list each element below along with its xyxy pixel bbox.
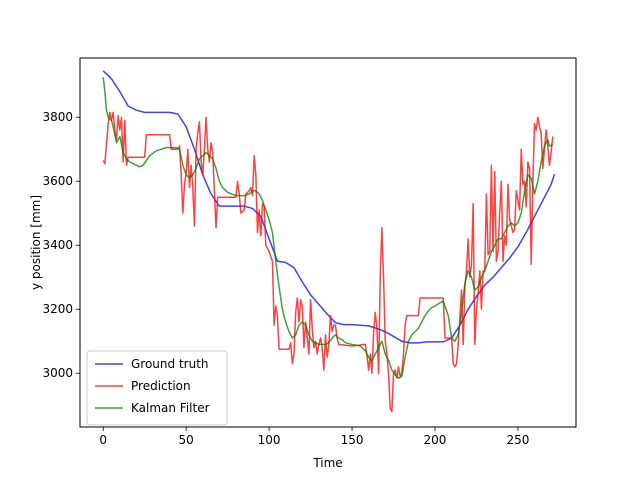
x-tick-label: 200: [424, 433, 447, 447]
y-tick-label: 3200: [42, 302, 73, 316]
plot-frame: [79, 57, 577, 428]
y-axis-label: y position [mm]: [29, 195, 43, 290]
y-tick-label: 3600: [42, 174, 73, 188]
series-line-kalman-filter: [102, 77, 554, 379]
series-line-prediction: [102, 111, 554, 413]
x-tick-label: 150: [341, 433, 364, 447]
legend-box: [86, 350, 228, 426]
x-tick-label: 50: [179, 433, 194, 447]
series-layer: [102, 70, 556, 413]
x-tick-label: 0: [99, 433, 107, 447]
x-tick-label: 250: [506, 433, 529, 447]
y-tick-label: 3400: [42, 238, 73, 252]
legend-label: Kalman Filter: [131, 401, 210, 415]
x-tick-label: 100: [258, 433, 281, 447]
x-axis-label: Time: [312, 456, 342, 470]
legend-label: Ground truth: [131, 357, 209, 371]
legend-label: Prediction: [131, 379, 191, 393]
y-tick-label: 3800: [42, 110, 73, 124]
y-axis: 3000 3200 3400 3600 3800: [42, 110, 80, 380]
legend: Ground truth Prediction Kalman Filter: [86, 350, 228, 426]
y-tick-label: 3000: [42, 366, 73, 380]
x-axis: 0 50 100 150 200 250: [99, 427, 529, 447]
